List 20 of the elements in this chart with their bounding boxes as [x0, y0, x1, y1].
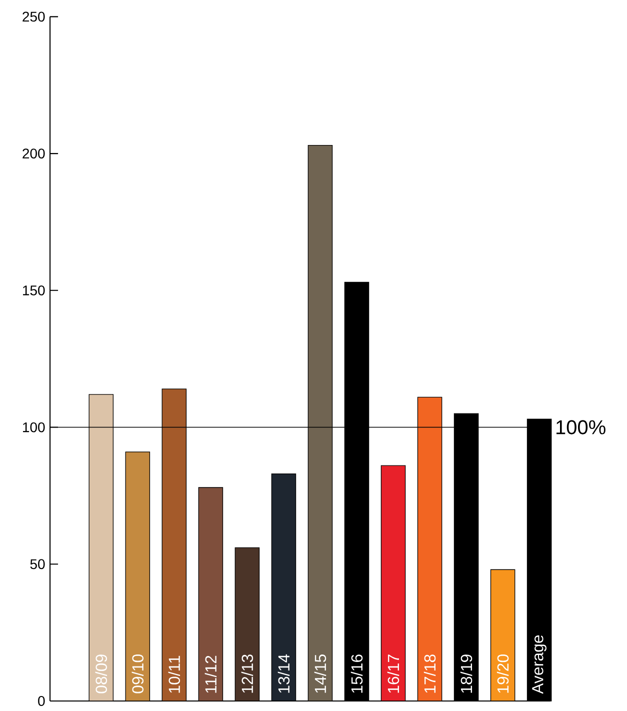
x-tick-label: 14/15: [314, 654, 326, 693]
x-tick-label: 17/18: [424, 654, 436, 693]
y-tick-label: 0: [38, 696, 45, 706]
x-tick-label: 12/13: [241, 654, 254, 693]
x-tick-label: Average: [532, 635, 546, 694]
y-tick-label: 100: [23, 422, 45, 432]
x-tick-label: 09/10: [132, 654, 144, 694]
ref-line-label: 100%: [556, 420, 606, 434]
x-tick-label: 19/20: [496, 654, 509, 693]
y-tick-label: 200: [22, 148, 45, 159]
x-tick-label: 16/17: [387, 654, 400, 693]
x-tick-label: 18/19: [460, 654, 472, 693]
x-tick-label: 13/14: [278, 654, 290, 693]
x-tick-label: 08/09: [95, 654, 108, 694]
y-tick-label: 50: [30, 559, 45, 570]
x-tick-label: 10/11: [168, 656, 180, 693]
y-tick-label: 150: [23, 285, 45, 296]
x-tick-label: 15/16: [350, 654, 363, 693]
x-tick-label: 11/12: [204, 656, 217, 693]
y-tick-label: 250: [22, 12, 45, 22]
